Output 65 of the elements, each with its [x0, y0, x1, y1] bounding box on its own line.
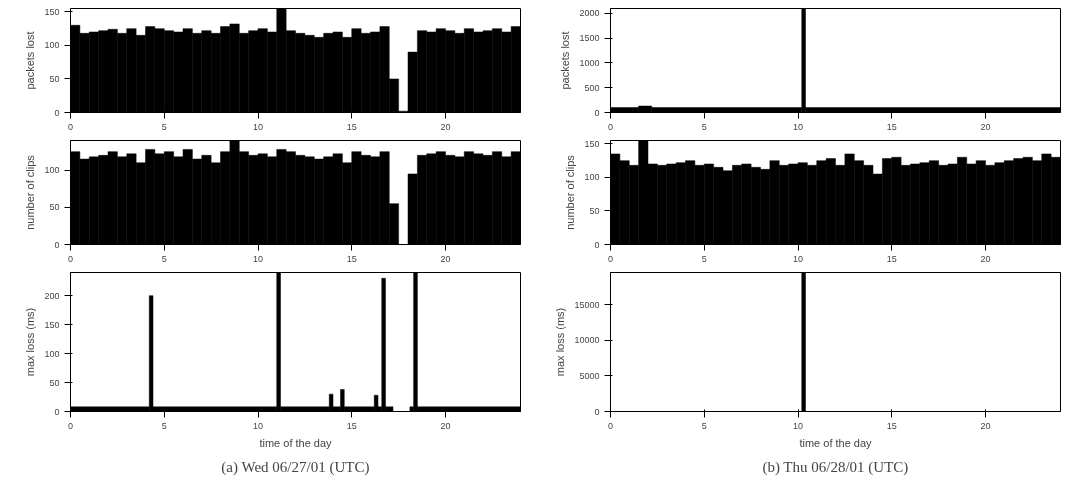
x-tick-label: 5	[161, 420, 167, 431]
x-axis-title: time of the day	[799, 436, 873, 449]
text: (a) Wed 06/27/01 (UTC)	[221, 458, 370, 476]
y-tick-label: 100	[44, 348, 60, 359]
x-tick-label: 15	[346, 420, 357, 431]
x-tick-label: 0	[68, 420, 74, 431]
y-tick-label: 50	[49, 202, 60, 213]
y-axis-title: max loss (ms)	[24, 307, 37, 377]
x-tick-label: 5	[161, 253, 167, 264]
x-tick-label: 10	[792, 420, 804, 431]
y-tick-label: 50	[49, 73, 60, 84]
x-tick-label: 10	[792, 121, 804, 132]
x-tick-label: 15	[886, 121, 897, 132]
x-tick-label: 15	[346, 253, 357, 264]
y-tick-label: 100	[44, 40, 60, 51]
x-tick-label: 5	[701, 420, 707, 431]
y-tick-label: 0	[54, 107, 60, 118]
x-tick-label: 0	[608, 253, 614, 264]
x-tick-label: 0	[68, 121, 74, 132]
x-tick-label: 20	[980, 420, 991, 431]
x-tick-label: 20	[440, 420, 451, 431]
y-tick-label: 0	[594, 107, 600, 118]
x-tick-label: 10	[792, 253, 804, 264]
y-tick-label: 5000	[579, 370, 600, 381]
y-axis-title: packets lost	[24, 31, 37, 90]
text: (b) Thu 06/28/01 (UTC)	[762, 458, 909, 476]
y-tick-label: 10000	[574, 335, 600, 346]
x-tick-label: 15	[886, 420, 897, 431]
x-tick-label: 15	[886, 253, 897, 264]
x-tick-label: 10	[252, 121, 264, 132]
y-axis-title: max loss (ms)	[554, 307, 567, 377]
y-tick-label: 150	[44, 6, 60, 17]
x-tick-label: 5	[161, 121, 167, 132]
y-tick-label: 1000	[579, 57, 600, 68]
y-tick-label: 0	[54, 239, 60, 250]
y-tick-label: 500	[584, 82, 600, 93]
y-axis-title: number of clips	[24, 154, 37, 230]
x-tick-label: 0	[608, 420, 614, 431]
x-tick-label: 20	[440, 253, 451, 264]
y-tick-label: 150	[44, 319, 60, 330]
y-tick-label: 1500	[579, 33, 600, 44]
y-tick-label: 100	[584, 172, 600, 183]
x-tick-label: 0	[68, 253, 74, 264]
y-tick-label: 15000	[574, 299, 600, 310]
x-tick-label: 20	[980, 253, 991, 264]
y-axis-title: packets lost	[559, 31, 572, 90]
y-tick-label: 50	[49, 377, 60, 388]
y-axis-title: number of clips	[564, 154, 577, 230]
x-tick-label: 10	[252, 253, 264, 264]
x-axis-title: time of the day	[259, 436, 333, 449]
y-tick-label: 200	[44, 290, 60, 301]
x-tick-label: 5	[701, 121, 707, 132]
y-tick-label: 0	[54, 406, 60, 417]
y-tick-label: 0	[594, 239, 600, 250]
x-tick-label: 20	[440, 121, 451, 132]
y-tick-label: 0	[594, 406, 600, 417]
x-tick-label: 20	[980, 121, 991, 132]
x-tick-label: 5	[701, 253, 707, 264]
y-tick-label: 150	[584, 138, 600, 149]
y-tick-label: 100	[44, 165, 60, 176]
x-tick-label: 10	[252, 420, 264, 431]
y-tick-label: 50	[589, 205, 600, 216]
x-tick-label: 15	[346, 121, 357, 132]
y-tick-label: 2000	[579, 8, 600, 19]
x-tick-label: 0	[608, 121, 614, 132]
